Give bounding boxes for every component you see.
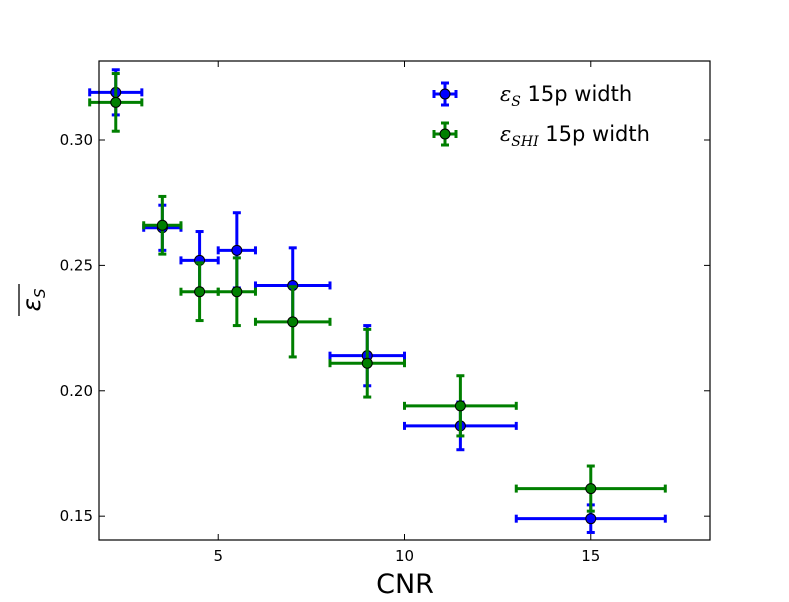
data-point — [253, 285, 332, 359]
legend-subscript: SHI — [511, 134, 539, 150]
y-tick-label: 0.20 — [60, 382, 93, 400]
marker — [156, 219, 168, 231]
y-tick-label: 0.15 — [60, 507, 93, 525]
legend-label: εS 15p width — [500, 82, 632, 110]
legend-marker — [439, 128, 451, 140]
x-axis-title: CNR — [376, 569, 434, 600]
x-tick-label: 15 — [581, 547, 600, 565]
legend-marker — [439, 88, 451, 100]
data-point — [328, 327, 406, 399]
legend-entry: εSHI 15p width — [432, 121, 650, 150]
y-axis-title: εS — [17, 284, 49, 316]
y-axis-title-symbol: ε — [17, 298, 46, 312]
data-point — [88, 72, 144, 133]
data-point — [216, 256, 257, 328]
x-tick-label: 5 — [213, 547, 223, 565]
legend-rest: 15p width — [521, 82, 632, 106]
marker — [231, 286, 243, 298]
data-point — [179, 261, 220, 323]
legend-entry: εS 15p width — [432, 81, 632, 110]
legend-symbol: ε — [500, 122, 511, 146]
legend-rest: 15p width — [539, 122, 650, 146]
y-tick-label: 0.30 — [60, 131, 93, 149]
y-axis: 0.15 0.20 0.25 0.30 — [60, 131, 710, 525]
marker — [454, 400, 466, 412]
marker — [231, 244, 243, 256]
y-axis-title-text: εS — [17, 288, 49, 312]
data-point — [403, 374, 518, 438]
x-axis: 5 10 15 — [213, 61, 600, 565]
marker — [361, 357, 373, 369]
y-tick-label: 0.25 — [60, 256, 93, 274]
legend-symbol: ε — [500, 82, 511, 106]
marker — [287, 316, 299, 328]
x-tick-label: 10 — [395, 547, 414, 565]
marker — [110, 96, 122, 108]
series-shi — [88, 72, 667, 513]
data-point — [142, 194, 183, 256]
marker — [585, 483, 597, 495]
data-marks — [88, 68, 667, 534]
legend-label: εSHI 15p width — [500, 122, 650, 150]
legend-subscript: S — [511, 94, 521, 110]
marker — [194, 286, 206, 298]
marker — [585, 513, 597, 525]
y-axis-title-subscript: S — [31, 288, 49, 298]
data-point — [514, 464, 667, 513]
